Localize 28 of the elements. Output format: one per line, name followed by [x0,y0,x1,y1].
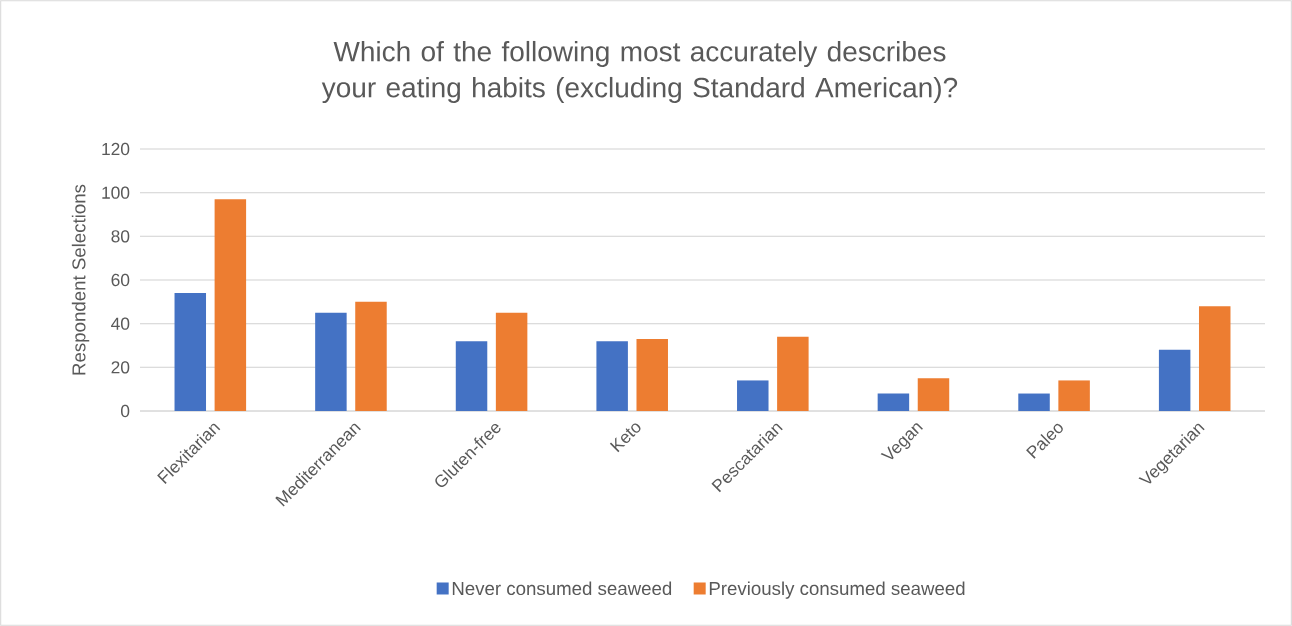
y-tick-label: 0 [120,404,130,418]
y-tick-label: 20 [111,361,130,374]
bar [315,312,347,411]
legend-label: Previously consumed seaweed [709,581,965,599]
bar [1198,306,1231,411]
bar [495,312,528,411]
y-tick-label: 120 [102,142,130,156]
bar [455,341,488,411]
y-tick-label: 100 [102,186,130,199]
bar [917,378,950,411]
y-tick-label: 40 [111,317,130,330]
legend-label: Never consumed seaweed [452,581,672,596]
y-tick-label: 80 [111,230,130,243]
bar [1058,380,1090,411]
bar [737,380,769,411]
bar [636,338,668,411]
chart-title: Which of the following most accurately describes your eating habits (excluding Standard American)? [321,40,958,104]
y-axis-title: Respondent Selections [71,184,90,375]
y-tick-label: 60 [111,273,130,287]
bar [1158,349,1191,411]
bar [355,301,387,411]
bar [1018,393,1050,411]
bar [596,341,628,411]
bar [777,336,809,411]
bar [174,293,207,411]
bar [214,199,247,411]
x-tick-label: Keto [609,423,641,453]
bar [877,393,910,411]
